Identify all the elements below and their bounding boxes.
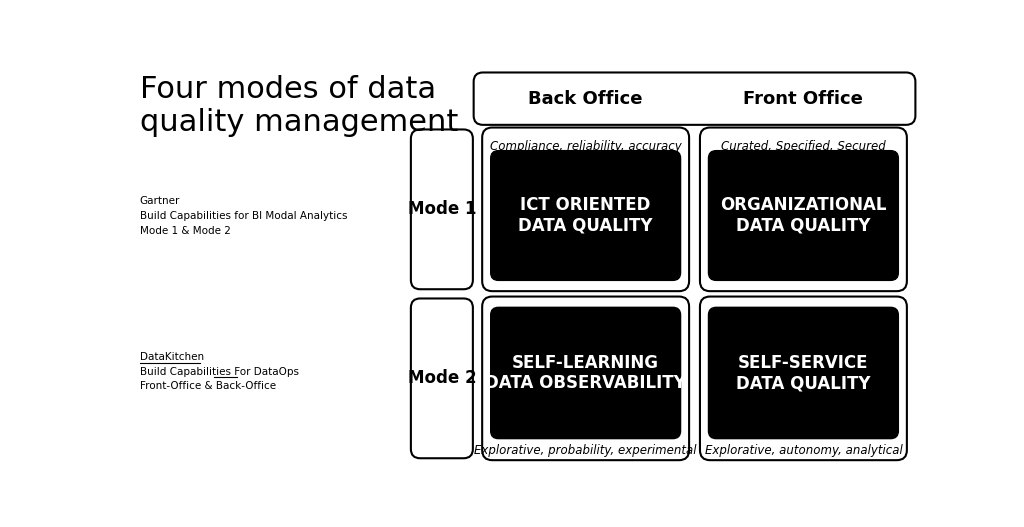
FancyBboxPatch shape <box>482 128 689 291</box>
FancyBboxPatch shape <box>490 151 681 280</box>
FancyBboxPatch shape <box>474 73 915 125</box>
Text: Gartner
Build Capabilities for BI Modal Analytics
Mode 1 & Mode 2: Gartner Build Capabilities for BI Modal … <box>139 197 347 236</box>
Text: ICT ORIENTED
DATA QUALITY: ICT ORIENTED DATA QUALITY <box>518 196 653 235</box>
Text: SELF-SERVICE
DATA QUALITY: SELF-SERVICE DATA QUALITY <box>736 354 870 393</box>
FancyBboxPatch shape <box>709 151 898 280</box>
Text: Front Office: Front Office <box>743 90 863 108</box>
Text: DataKitchen: DataKitchen <box>139 352 204 362</box>
FancyBboxPatch shape <box>700 128 907 291</box>
FancyBboxPatch shape <box>482 297 689 460</box>
Text: Mode 2: Mode 2 <box>408 369 476 387</box>
Text: Explorative, autonomy, analytical: Explorative, autonomy, analytical <box>705 444 902 457</box>
FancyBboxPatch shape <box>490 307 681 438</box>
FancyBboxPatch shape <box>700 297 907 460</box>
Text: Back Office: Back Office <box>528 90 643 108</box>
Text: Compliance, reliability, accuracy: Compliance, reliability, accuracy <box>489 140 682 153</box>
FancyBboxPatch shape <box>411 130 473 289</box>
FancyBboxPatch shape <box>709 307 898 438</box>
Text: Explorative, probability, experimental: Explorative, probability, experimental <box>474 444 697 457</box>
Text: ORGANIZATIONAL
DATA QUALITY: ORGANIZATIONAL DATA QUALITY <box>720 196 887 235</box>
Text: Four modes of data
quality management: Four modes of data quality management <box>139 75 458 138</box>
Text: Mode 1: Mode 1 <box>408 200 476 218</box>
Text: SELF-LEARNING
DATA OBSERVABILITY: SELF-LEARNING DATA OBSERVABILITY <box>485 354 686 393</box>
FancyBboxPatch shape <box>411 298 473 458</box>
Text: Build Capabilities For DataOps: Build Capabilities For DataOps <box>139 367 299 377</box>
Text: Front-Office & Back-Office: Front-Office & Back-Office <box>139 381 275 391</box>
Text: Curated, Specified, Secured: Curated, Specified, Secured <box>721 140 886 153</box>
